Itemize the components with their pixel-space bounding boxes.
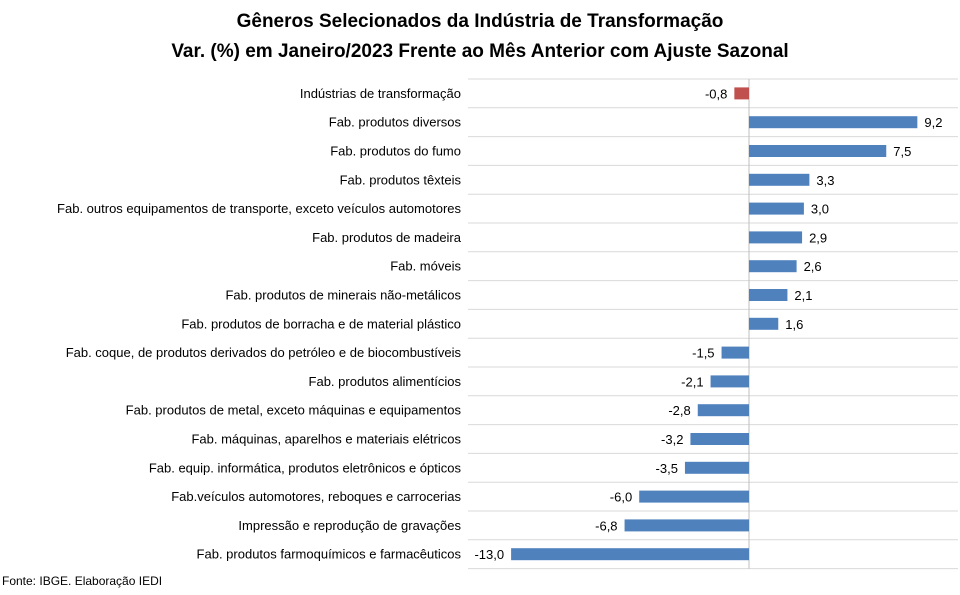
data-label: -13,0 (474, 547, 504, 562)
bar (749, 231, 803, 244)
data-label: -3,2 (661, 432, 683, 447)
data-label: -3,5 (656, 461, 678, 476)
category-label: Fab. produtos farmoquímicos e farmacêuti… (197, 547, 462, 562)
category-label: Fab. máquinas, aparelhos e materiais elé… (191, 432, 461, 447)
bar (749, 173, 810, 186)
data-label: 2,1 (794, 288, 812, 303)
bar (734, 87, 749, 100)
category-label: Fab. produtos de minerais não-metálicos (225, 288, 461, 303)
data-label: 1,6 (785, 317, 803, 332)
data-label: -6,8 (595, 518, 617, 533)
bar (749, 289, 788, 301)
category-label: Fab. produtos diversos (329, 115, 462, 130)
bar (749, 260, 797, 273)
category-label: Fab. produtos de madeira (312, 230, 462, 245)
bar (684, 461, 749, 474)
category-label: Impressão e reprodução de gravações (238, 518, 461, 533)
bar (697, 404, 749, 417)
data-label: 2,9 (809, 230, 827, 245)
bar (749, 145, 887, 157)
category-label: Fab. coque, de produtos derivados do pet… (66, 345, 462, 360)
data-label: 3,3 (816, 173, 834, 188)
bar (749, 317, 779, 330)
bar (624, 519, 749, 532)
category-label: Fab. produtos de borracha e de material … (181, 316, 461, 331)
bar (749, 202, 804, 215)
category-label: Fab. produtos do fumo (330, 144, 461, 159)
category-label: Fab. móveis (390, 259, 461, 274)
bar (710, 375, 749, 388)
chart-subtitle: Var. (%) em Janeiro/2023 Frente ao Mês A… (171, 41, 789, 62)
category-label: Fab. produtos de metal, exceto máquinas … (126, 403, 462, 418)
category-label: Fab. outros equipamentos de transporte, … (57, 201, 461, 216)
category-label: Fab. produtos alimentícios (309, 374, 462, 389)
source-note: Fonte: IBGE. Elaboração IEDI (2, 574, 163, 588)
category-label: Indústrias de transformação (300, 86, 461, 101)
category-label: Fab. produtos têxteis (340, 172, 462, 187)
data-label: 2,6 (804, 259, 822, 274)
data-label: 9,2 (924, 115, 942, 130)
data-label: -2,8 (668, 403, 690, 418)
data-label: -2,1 (681, 374, 703, 389)
data-label: 3,0 (811, 202, 829, 217)
bar (721, 346, 749, 359)
category-label: Fab.veículos automotores, reboques e car… (171, 489, 461, 504)
bar (690, 433, 749, 445)
data-label: -1,5 (692, 346, 714, 361)
category-label: Fab. equip. informática, produtos eletrô… (149, 460, 462, 475)
bar (639, 490, 749, 503)
data-label: -6,0 (610, 490, 632, 505)
data-label: 7,5 (893, 144, 911, 159)
bar (511, 548, 749, 561)
data-label: -0,8 (705, 86, 727, 101)
bar (749, 116, 918, 129)
chart-title: Gêneros Selecionados da Indústria de Tra… (236, 11, 724, 32)
